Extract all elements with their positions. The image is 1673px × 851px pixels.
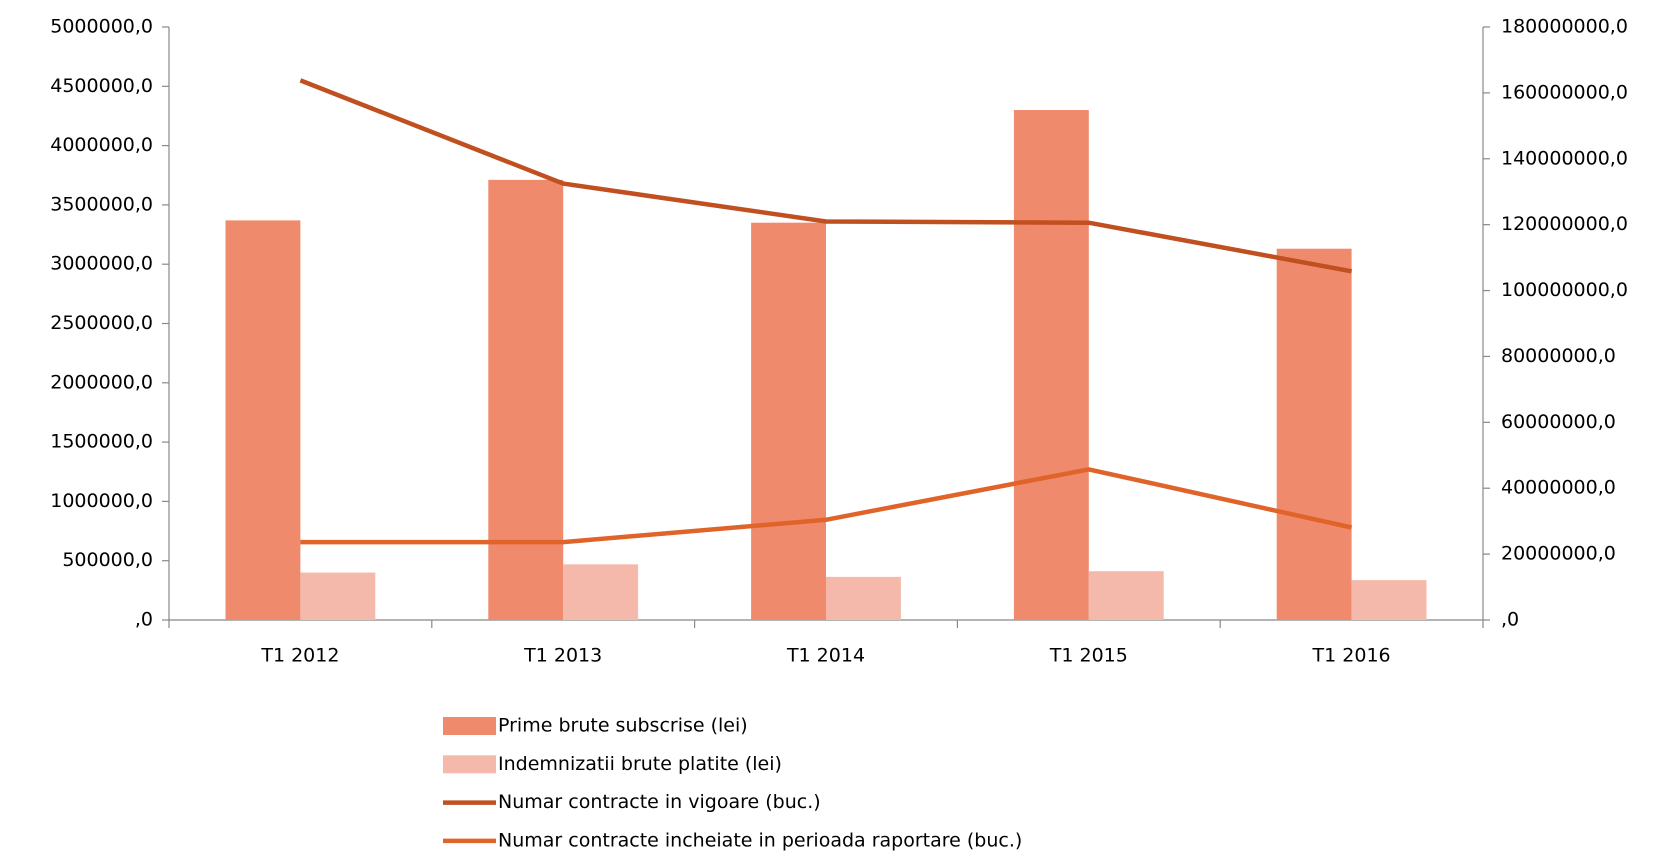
y-tick-label: ,0 [135, 609, 153, 631]
line [300, 467, 1353, 545]
legend-swatch [443, 717, 496, 735]
bar [826, 576, 901, 620]
x-tick-label: T1 2012 [260, 645, 339, 667]
y2-tick-label: 60000000,0 [1501, 411, 1616, 433]
bar [225, 220, 301, 620]
bar [1013, 110, 1089, 621]
y-tick-label: 4000000,0 [50, 134, 153, 156]
y2-tick-label: 120000000,0 [1501, 213, 1628, 235]
x-tick-label: T1 2013 [523, 645, 602, 667]
legend-label: Numar contracte in vigoare (buc.) [498, 791, 821, 813]
y-tick-label: 2500000,0 [50, 312, 153, 334]
y2-tick-label: ,0 [1501, 609, 1519, 631]
y2-tick-label: 40000000,0 [1501, 477, 1616, 499]
y-tick-label: 5000000,0 [50, 16, 153, 38]
y2-tick-label: 100000000,0 [1501, 279, 1628, 301]
line [299, 78, 1353, 274]
y-tick-label: 2000000,0 [50, 371, 153, 393]
legend-label: Numar contracte incheiate in perioada ra… [498, 829, 1022, 851]
bar [488, 179, 564, 620]
y2-tick-label: 20000000,0 [1501, 543, 1616, 565]
y-tick-label: 1000000,0 [50, 490, 153, 512]
x-tick-label: T1 2014 [786, 645, 865, 667]
legend-label: Indemnizatii brute platite (lei) [498, 753, 782, 775]
y-tick-label: 3500000,0 [50, 193, 153, 215]
legend-swatch [443, 755, 496, 774]
y2-tick-label: 160000000,0 [1501, 81, 1628, 103]
legend-label: Prime brute subscrise (lei) [498, 715, 748, 737]
x-tick-label: T1 2016 [1312, 645, 1391, 667]
bar [1276, 248, 1352, 620]
y-tick-label: 3000000,0 [50, 253, 153, 275]
y2-tick-label: 180000000,0 [1501, 16, 1628, 38]
y-tick-label: 4500000,0 [50, 75, 153, 97]
y2-tick-label: 80000000,0 [1501, 345, 1616, 367]
bar [300, 572, 376, 620]
bar [1088, 571, 1164, 620]
x-tick-label: T1 2015 [1049, 645, 1128, 667]
y-tick-label: 1500000,0 [50, 431, 153, 453]
y-tick-label: 500000,0 [62, 549, 153, 571]
y2-tick-label: 140000000,0 [1501, 147, 1628, 169]
bar [563, 564, 639, 620]
bar [751, 222, 826, 620]
bar [1351, 580, 1427, 620]
